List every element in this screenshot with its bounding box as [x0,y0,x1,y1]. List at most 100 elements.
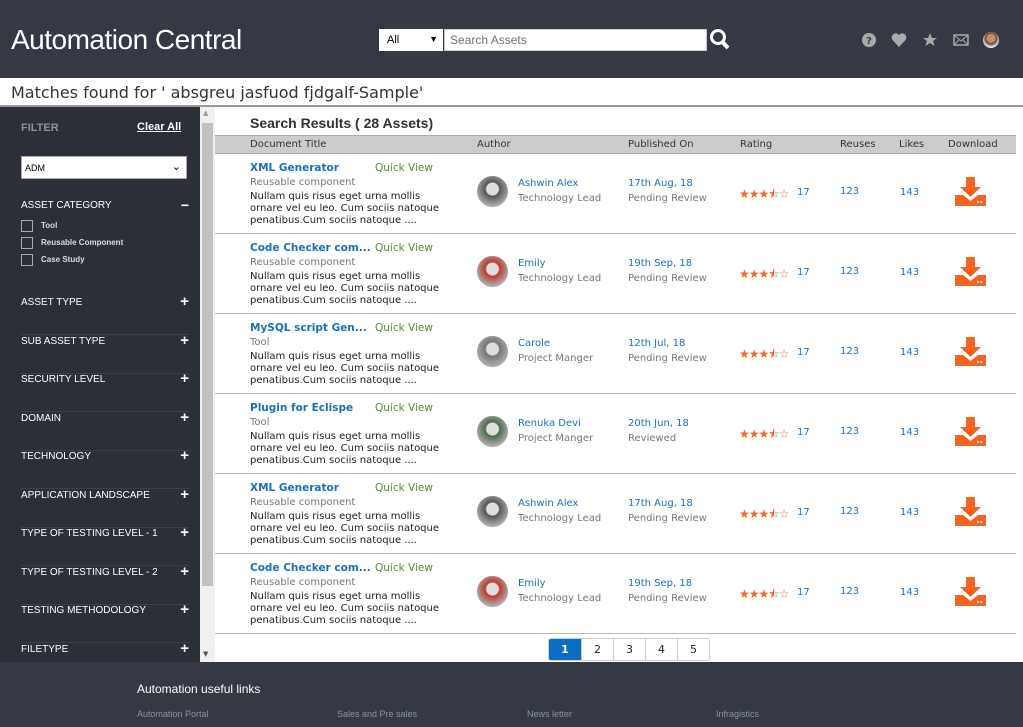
page-button-1[interactable]: 1 [549,639,581,660]
asset-description: Nullam quis risus eget urna mollis ornar… [250,431,440,466]
col-likes[interactable]: Likes [899,139,925,150]
plus-icon[interactable]: + [180,562,189,580]
quick-view-link[interactable]: Quick View [375,562,433,574]
sidebar-scrollbar[interactable]: ▲ ▼ [200,107,215,662]
filter-section[interactable]: FILETYPE + [21,640,189,663]
asset-title-link[interactable]: XML Generator [250,162,339,174]
col-download[interactable]: Download [948,139,998,150]
footer-link[interactable]: Automation Portal [137,709,209,719]
quick-view-link[interactable]: Quick View [375,482,433,494]
filter-section[interactable]: SUB ASSET TYPE + [21,332,189,374]
quick-view-link[interactable]: Quick View [375,322,433,334]
asset-title-link[interactable]: Plugin for Eclispe [250,402,354,414]
col-reuses[interactable]: Reuses [840,139,876,150]
quick-view-link[interactable]: Quick View [375,162,433,174]
download-icon[interactable] [955,257,986,286]
help-icon[interactable]: ? [861,32,877,48]
filter-section[interactable]: ASSET TYPE + [21,293,189,335]
asset-title-link[interactable]: XML Generator [250,482,339,494]
filter-section-label: TESTING METHODOLOGY [21,605,147,616]
checkbox-label: Case Study [41,255,85,265]
quick-view-link[interactable]: Quick View [375,242,433,254]
asset-category-header[interactable]: ASSET CATEGORY − [21,197,189,213]
author-name-link[interactable]: Carole [518,338,551,349]
author-avatar [477,576,508,607]
checkbox-label: Tool [41,221,58,231]
author-name-link[interactable]: Renuka Devi [518,418,581,429]
plus-icon[interactable]: + [180,370,189,387]
footer-link[interactable]: News letter [527,709,573,719]
heart-icon[interactable] [891,32,907,48]
asset-title-link[interactable]: MySQL script Gen... [250,322,367,334]
search-icon[interactable] [709,28,731,52]
filter-section[interactable]: TYPE OF TESTING LEVEL - 1 + [21,524,189,566]
download-icon[interactable] [955,417,986,446]
search-input[interactable] [444,29,707,51]
chevron-down-icon: ⌄ [171,161,181,173]
filter-section[interactable]: DOMAIN + [21,409,189,451]
download-icon[interactable] [955,497,986,526]
plus-icon[interactable]: + [180,447,189,464]
author-name-link[interactable]: Ashwin Alex [518,498,579,509]
author-role: Technology Lead [518,513,602,524]
filter-section[interactable]: TECHNOLOGY + [21,447,189,489]
rating-count: 17 [797,347,810,358]
plus-icon[interactable]: + [180,639,189,657]
checkbox-reusable-component[interactable]: Reusable Component [21,237,123,249]
filter-section[interactable]: TYPE OF TESTING LEVEL - 2 + [21,563,189,605]
asset-title-link[interactable]: Code Checker com... [250,562,371,574]
page-button-4[interactable]: 4 [645,639,677,660]
clear-all-link[interactable]: Clear All [137,121,182,133]
filter-section[interactable]: SECURITY LEVEL + [21,370,189,412]
filter-section[interactable]: TESTING METHODOLOGY + [21,601,189,643]
checkbox-case-study[interactable]: Case Study [21,254,85,266]
checkbox[interactable] [21,237,33,249]
user-avatar[interactable] [983,32,999,48]
page-button-2[interactable]: 2 [581,639,613,660]
author-avatar [477,416,508,447]
author-name-link[interactable]: Emily [518,578,546,589]
checkbox[interactable] [21,220,33,232]
scroll-up-icon[interactable]: ▲ [203,109,209,117]
checkbox[interactable] [21,254,33,266]
rating-stars-icon: ★★★⯪☆ [739,187,789,201]
results-panel: Search Results ( 28 Assets) Document Tit… [215,107,1023,662]
filter-sidebar: FILTER Clear All ADM ⌄ ASSET CATEGORY − To… [0,107,200,662]
review-status: Pending Review [628,513,707,524]
col-rating[interactable]: Rating [740,139,773,150]
plus-icon[interactable]: + [180,331,189,349]
asset-description: Nullam quis risus eget urna mollis ornar… [250,271,440,306]
filter-section[interactable]: APPLICATION LANDSCAPE + [21,486,189,528]
rating-count: 17 [797,587,810,598]
filter-select[interactable]: ADM ⌄ [21,156,187,179]
footer-link[interactable]: Infragistics [716,709,760,719]
download-icon[interactable] [955,177,986,206]
page-button-3[interactable]: 3 [613,639,645,660]
footer-link[interactable]: Sales and Pre sales [337,709,418,719]
mail-icon[interactable] [953,32,969,48]
star-icon[interactable] [922,32,938,48]
published-date: 19th Sep, 18 [628,578,693,589]
likes-count: 143 [900,507,920,518]
download-icon[interactable] [955,337,986,366]
plus-icon[interactable]: + [180,485,189,503]
checkbox-tool[interactable]: Tool [21,220,57,232]
col-document-title[interactable]: Document Title [250,139,327,150]
author-name-link[interactable]: Emily [518,258,546,269]
page-button-5[interactable]: 5 [677,639,709,660]
search-scope-select[interactable]: All ▼ [379,29,443,51]
col-published-on[interactable]: Published On [628,139,694,150]
author-name-link[interactable]: Ashwin Alex [518,178,579,189]
plus-icon[interactable]: + [180,408,189,426]
scrollbar-thumb[interactable] [202,123,213,586]
download-icon[interactable] [955,577,986,606]
plus-icon[interactable]: + [180,601,189,618]
asset-title-link[interactable]: Code Checker com... [250,242,371,254]
quick-view-link[interactable]: Quick View [375,402,433,414]
plus-icon[interactable]: + [180,524,189,541]
plus-icon[interactable]: + [180,293,189,310]
author-avatar [477,176,508,207]
scroll-down-icon[interactable]: ▼ [203,650,209,658]
asset-type: Tool [250,337,270,348]
col-author[interactable]: Author [477,139,511,150]
